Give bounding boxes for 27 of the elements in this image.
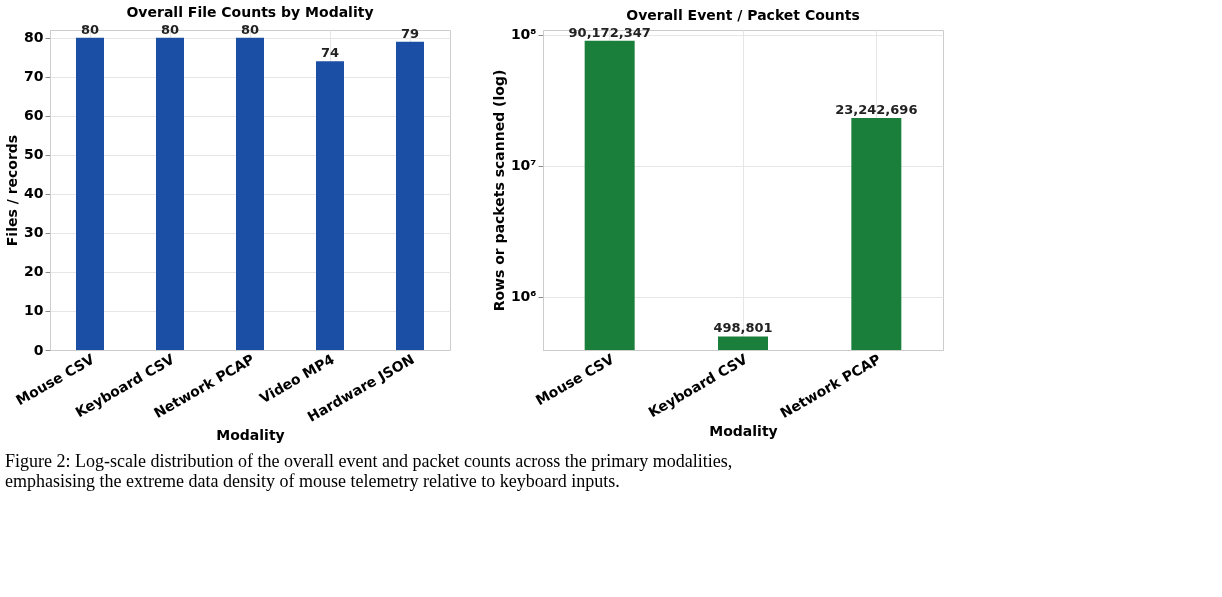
x-axis-title: Modality	[216, 426, 285, 443]
caption: Figure 2: Log-scale distribution of the overall event and packet counts across the primary modalities, emphasising the extreme data density of mouse telemetry relative to keyboard inputs.	[5, 450, 733, 491]
data-label: 80	[240, 21, 260, 37]
chart-title: Overall Event / Packet Counts	[626, 6, 860, 23]
y-tick-label: 50	[24, 146, 44, 163]
data-label: 498,801	[713, 320, 773, 336]
y-tick-label: 80	[24, 29, 44, 46]
y-tick-label: 20	[24, 263, 44, 280]
data-label: 74	[320, 45, 340, 61]
data-label: 23,242,696	[835, 101, 918, 117]
y-tick-label: 70	[24, 68, 44, 85]
chart-title: Overall File Counts by Modality	[126, 3, 374, 20]
y-tick-label: 30	[24, 224, 44, 241]
y-tick-label: 10⁸	[510, 26, 537, 43]
y-tick-label: 10	[24, 302, 44, 319]
y-axis-title: Rows or packets scanned (log)	[490, 69, 507, 312]
data-label: 90,172,347	[568, 24, 651, 40]
y-tick-label: 60	[24, 107, 44, 124]
data-label: 80	[80, 21, 100, 37]
y-tick-label: 10⁶	[510, 288, 537, 305]
y-tick-label: 10⁷	[510, 157, 537, 174]
y-tick-label: 40	[24, 185, 44, 202]
x-axis-title: Modality	[709, 423, 778, 440]
data-label: 79	[400, 25, 420, 41]
data-label: 80	[160, 21, 180, 37]
y-tick-label: 0	[33, 341, 44, 358]
y-axis-title: Files / records	[4, 134, 21, 247]
